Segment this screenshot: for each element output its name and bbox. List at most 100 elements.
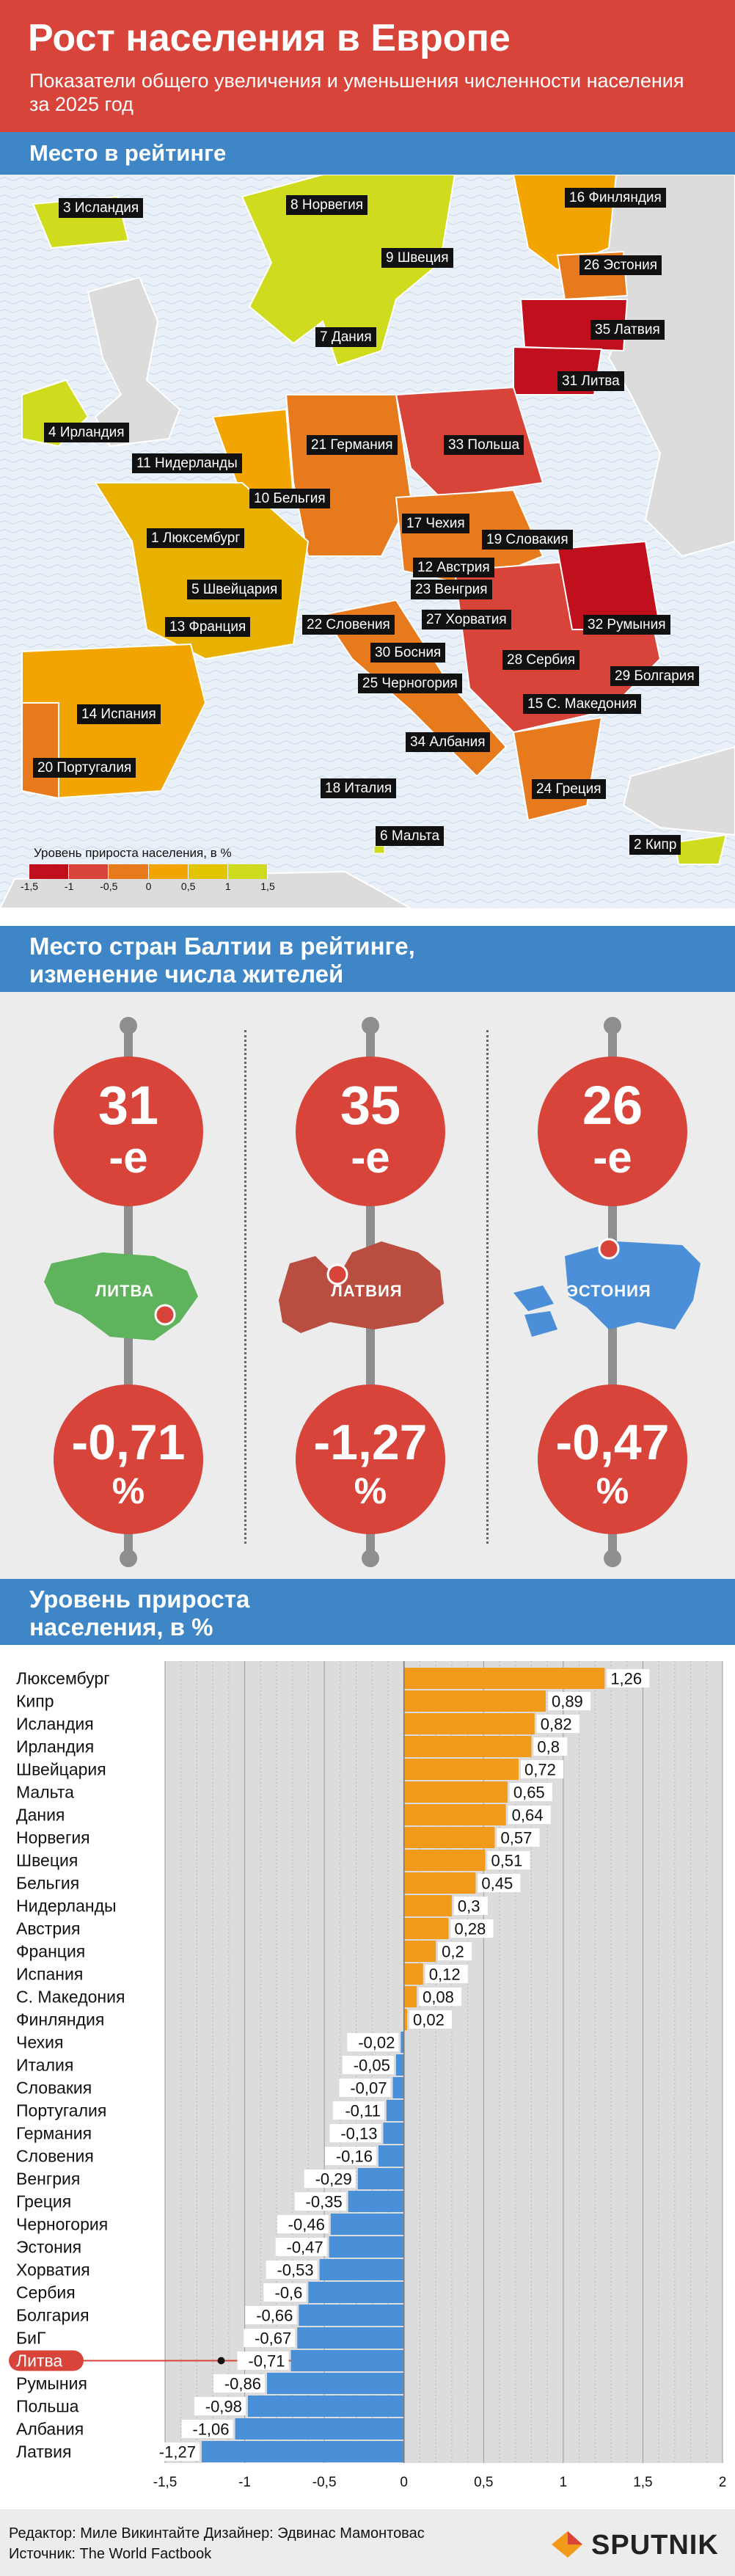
baltic-section-bar: Место стран Балтии в рейтинге, изменение… [0,926,735,992]
map-label-greece: 24 Греция [532,779,606,799]
category-label: Эстония [16,2238,81,2257]
category-label: Словения [16,2147,94,2166]
chart-section-bar: Уровень прироста населения, в % [0,1579,735,1645]
value-label: 0,12 [429,1966,461,1984]
map-label-germany: 21 Германия [307,435,398,455]
category-label: Черногория [16,2215,108,2234]
value-label: 0,28 [455,1920,486,1938]
category-label: Ирландия [16,1737,94,1756]
value-label-bg [409,2010,453,2029]
category-label: Хорватия [16,2261,90,2280]
value-label: 0,45 [481,1875,513,1893]
category-label: Латвия [16,2442,71,2462]
rank-badge: 31 -е [54,1057,203,1206]
value-label: -0,11 [345,2102,381,2120]
legend-swatch [148,864,189,879]
map-label-lithuania: 31 Литва [557,371,624,391]
rank-number: 35 [340,1075,401,1136]
value-label-bg [508,1806,551,1824]
logo-text: SPUTNIK [591,2530,719,2561]
baltic-section-title: Место стран Балтии в рейтинге, изменение… [29,933,415,988]
estonia-shape [513,1238,701,1337]
value-label-bg [342,2056,394,2074]
map-label-croatia: 27 Хорватия [422,610,511,630]
rank-number: 31 [98,1075,159,1136]
legend-tick-label: 1 [224,880,231,892]
value-label-bg [237,2351,289,2370]
sputnik-logo-icon [552,2531,582,2558]
map-label-poland: 33 Польша [444,435,524,455]
category-label: Румыния [16,2374,87,2393]
map-section-title: Место в рейтинге [29,140,227,166]
category-label: Франция [16,1942,85,1961]
category-label: Норвегия [16,1828,90,1847]
category-label: С. Македония [16,1988,125,2007]
bar [403,1736,532,1757]
bar [308,2282,404,2303]
legend-tick-label: 0 [145,880,152,892]
map-label-estonia: 26 Эстония [579,255,662,275]
change-badge: -1,27 % [296,1384,445,1534]
value-label-bg [304,2170,356,2188]
value-label-bg [181,2420,233,2438]
land-uk [87,276,181,448]
value-label-bg [533,1737,568,1756]
value-label: -0,35 [306,2193,343,2211]
value-label-bg [324,2147,376,2165]
value-label-bg [450,1919,494,1938]
value-label-bg [478,1874,521,1892]
bar [395,2054,404,2076]
region-malta [373,845,385,854]
legend-tick-label: -1,5 [20,880,39,892]
category-label: Испания [16,1965,83,1984]
bar [201,2441,404,2462]
value-label-bg [347,2033,399,2051]
value-label-bg [147,2442,200,2461]
sputnik-logo: SPUTNIK [549,2528,725,2561]
category-label: Финляндия [16,2010,104,2029]
map-section-bar: Место в рейтинге [0,132,735,175]
value-label: -0,71 [248,2352,285,2371]
map-label-n-macedonia: 15 С. Македония [523,694,642,714]
region-portugal [21,702,59,800]
change-unit: % [596,1470,629,1511]
bar [383,2123,404,2144]
page-title: Рост населения в Европе [28,17,511,59]
bar [401,2032,404,2053]
x-tick-label: 0,5 [474,2475,493,2490]
category-label: Словакия [16,2079,92,2098]
bar [403,1781,508,1803]
category-label: Сербия [16,2283,76,2302]
map-label-ireland: 4 Ирландия [44,423,129,442]
value-label-bg [425,1965,468,1983]
value-label-bg [244,2329,296,2347]
value-label: -0,29 [315,2170,352,2189]
bar [403,1850,486,1871]
map-label-norway: 8 Норвегия [286,195,368,215]
value-label-bg [487,1851,530,1869]
credits-source: Источник: The World Factbook [9,2546,212,2562]
bar [392,2077,404,2098]
value-label-bg [275,2238,327,2256]
category-label: Люксембург [16,1669,110,1688]
value-label: -0,13 [340,2125,377,2143]
map-label-hungary: 23 Венгрия [411,580,492,599]
bar [247,2396,404,2417]
category-label: Исландия [16,1715,94,1734]
baltic-card-lithuania: 31 -е ЛИТВА -0,71 % [15,992,235,1579]
category-label: Болгария [16,2306,89,2325]
map-label-luxembourg: 1 Люксембург [147,528,245,548]
bar [235,2418,404,2440]
value-label: -0,16 [336,2148,373,2166]
category-label: Дания [16,1806,65,1825]
x-tick-label: 0 [400,2475,408,2490]
legend-color-scale [29,864,268,879]
page-subtitle: Показатели общего увеличения и уменьшени… [29,70,684,115]
value-label: 0,51 [491,1852,522,1870]
chart-section-title: Уровень прироста населения, в % [29,1586,250,1641]
value-label: -0,53 [277,2261,313,2280]
map-label-iceland: 3 Исландия [59,198,144,218]
value-label: -0,46 [288,2216,325,2234]
legend-title: Уровень прироста населения, в % [34,846,232,860]
highlight-dot [217,2357,225,2365]
